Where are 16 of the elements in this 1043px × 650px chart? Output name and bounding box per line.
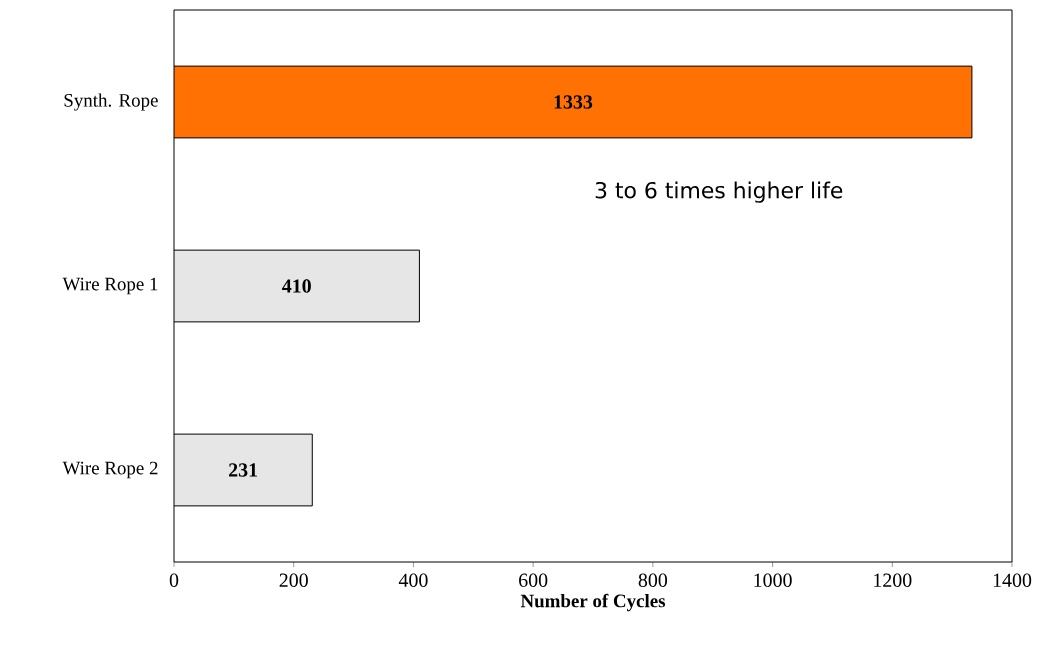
y-tick-label: Wire Rope 1 — [62, 277, 158, 295]
x-tick-label: 1000 — [754, 573, 792, 587]
x-tick-label: 600 — [519, 573, 548, 587]
x-tick-label: 1400 — [993, 573, 1032, 587]
data-label: 410 — [282, 279, 311, 293]
x-tick-label: 200 — [279, 573, 308, 587]
x-tick-label: 800 — [638, 573, 668, 587]
y-tick-label: Synth. Rope — [64, 93, 158, 111]
x-axis-title: Number of Cycles — [520, 593, 666, 612]
y-tick-label: Wire Rope 2 — [62, 461, 158, 479]
annotation: 3 to 6 times higher life — [595, 181, 843, 203]
x-tick-label: 400 — [398, 573, 428, 587]
x-tick-label: 0 — [169, 573, 179, 587]
data-label: 1333 — [554, 95, 593, 109]
data-label: 231 — [229, 463, 258, 477]
x-tick-label: 1200 — [874, 573, 912, 587]
